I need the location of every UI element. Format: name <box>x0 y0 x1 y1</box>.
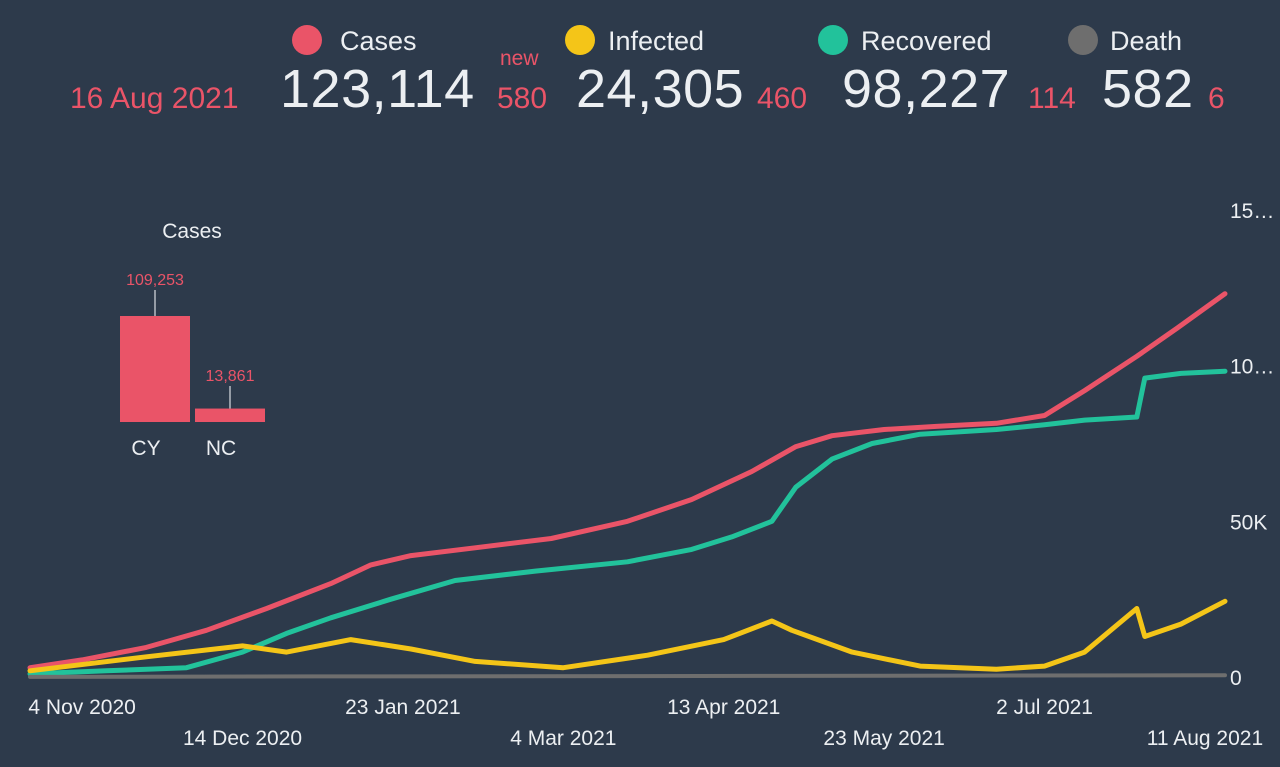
bar-nc <box>195 408 265 422</box>
series-line-infected <box>27 598 1228 674</box>
x-tick-label: 4 Mar 2021 <box>510 727 616 750</box>
infected-new: 460 <box>757 82 808 115</box>
bar-cy <box>120 316 190 422</box>
report-date: 16 Aug 2021 <box>70 82 239 115</box>
x-tick-label: 14 Dec 2020 <box>183 727 302 750</box>
recovered-new: 114 <box>1028 82 1076 115</box>
bar-category-label: NC <box>206 437 236 460</box>
death-total: 582 <box>1102 59 1194 119</box>
infected-total: 24,305 <box>576 59 745 119</box>
y-tick-label: 15… <box>1230 200 1274 223</box>
y-tick-label: 0 <box>1230 667 1242 690</box>
recovered-total: 98,227 <box>842 59 1011 119</box>
x-tick-label: 11 Aug 2021 <box>1147 727 1263 750</box>
new-label: new <box>500 47 539 70</box>
cases-bar-chart: Cases 109,253 CY 13,861 NC <box>120 220 265 460</box>
recovered-label: Recovered <box>861 26 992 56</box>
cases-new: 580 <box>497 82 548 115</box>
bar-chart-title: Cases <box>162 220 222 243</box>
infected-label: Infected <box>608 26 705 56</box>
death-legend-dot <box>1068 25 1098 55</box>
series-line-recovered <box>27 368 1228 677</box>
infected-legend-dot <box>565 25 595 55</box>
death-label: Death <box>1110 26 1183 56</box>
y-tick-label: 10… <box>1230 356 1274 379</box>
x-tick-label: 4 Nov 2020 <box>28 696 135 719</box>
series-line-death <box>28 673 1227 679</box>
bar-data-label: 109,253 <box>126 272 184 289</box>
bar-data-label: 13,861 <box>206 368 255 385</box>
x-tick-label: 13 Apr 2021 <box>667 696 780 719</box>
cases-total: 123,114 <box>280 59 475 119</box>
x-tick-label: 2 Jul 2021 <box>996 696 1093 719</box>
recovered-legend-dot <box>818 25 848 55</box>
cases-legend-dot <box>292 25 322 55</box>
series-line-cases <box>27 291 1228 671</box>
cases-label: Cases <box>340 26 417 56</box>
x-tick-label: 23 Jan 2021 <box>345 696 461 719</box>
y-tick-label: 50K <box>1230 511 1267 534</box>
x-tick-label: 23 May 2021 <box>823 727 944 750</box>
bar-category-label: CY <box>131 437 160 460</box>
death-new: 6 <box>1208 82 1225 115</box>
